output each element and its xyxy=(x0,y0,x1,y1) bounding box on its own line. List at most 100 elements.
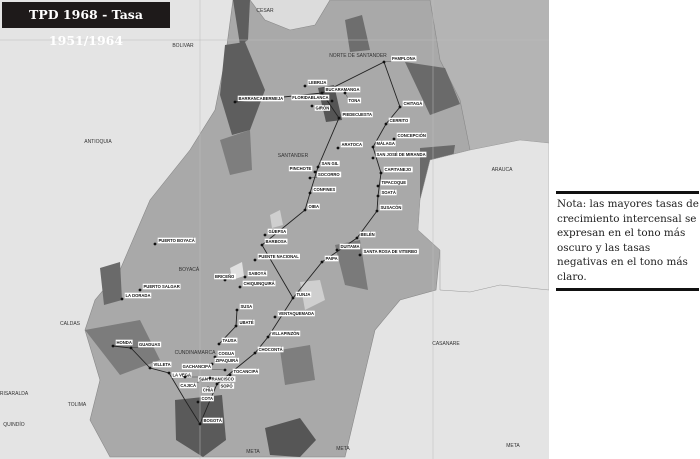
city-dot xyxy=(320,260,324,264)
city-marker[interactable]: CHIQUINQUIRÁ xyxy=(238,280,276,289)
city-marker[interactable]: CHÍA xyxy=(202,386,214,393)
city-dot xyxy=(243,275,247,279)
city-label-bg xyxy=(202,417,223,424)
city-dot xyxy=(253,258,257,262)
city-label-bg xyxy=(317,171,342,178)
city-dot xyxy=(273,315,277,319)
city-marker[interactable]: CHITAGÁ xyxy=(398,100,424,109)
city-marker[interactable]: SANTA ROSA DE VITERBO xyxy=(358,248,419,257)
city-marker[interactable]: SABOYÁ xyxy=(243,270,268,279)
city-dot xyxy=(337,116,341,120)
city-label-bg xyxy=(340,141,363,148)
city-label: ZIPAQUIRÁ xyxy=(216,358,239,363)
city-marker[interactable]: LA VEGA xyxy=(167,371,192,378)
city-marker[interactable]: SOPÓ xyxy=(215,382,235,389)
city-label: TONA xyxy=(349,98,361,103)
city-dot xyxy=(335,248,339,252)
department-label: ANTIOQUIA xyxy=(84,139,112,145)
city-marker[interactable]: SAN FRANCISCO xyxy=(183,375,236,382)
city-marker[interactable]: PUENTE NACIONAL xyxy=(253,253,300,262)
department-label: META xyxy=(506,443,520,449)
city-dot xyxy=(233,100,237,104)
city-marker[interactable]: PUERTO BOYACÁ xyxy=(153,237,196,246)
city-marker[interactable]: SAN GIL xyxy=(316,160,340,169)
city-marker[interactable]: VENTAQUEMADA xyxy=(273,310,315,319)
city-marker[interactable]: CAPITANEJO xyxy=(379,166,413,175)
department-label: SANTANDER xyxy=(278,153,309,159)
city-marker[interactable]: TONA xyxy=(343,91,362,104)
city-marker[interactable]: UBATÉ xyxy=(234,319,255,328)
city-marker[interactable]: CONFINES xyxy=(308,186,337,195)
city-label-bg xyxy=(277,310,315,317)
city-marker[interactable]: FLORIDABLANCA xyxy=(291,94,334,103)
city-label: COGUA xyxy=(219,351,235,356)
city-marker[interactable]: PUERTO SALGAR xyxy=(138,283,181,292)
city-label-bg xyxy=(232,368,260,375)
leader-line xyxy=(196,377,211,383)
city-marker[interactable]: PINCHOTE xyxy=(288,165,317,174)
city-dot xyxy=(234,324,238,328)
city-marker[interactable]: PAIPA xyxy=(320,255,339,264)
city-marker[interactable]: BARRANCABERMEJA xyxy=(233,95,284,104)
city-marker[interactable]: CHOCONTÁ xyxy=(253,346,284,355)
leader-line xyxy=(344,92,348,98)
city-label-bg xyxy=(388,117,410,124)
city-dot xyxy=(120,297,124,301)
city-marker[interactable]: MÁLAGA xyxy=(371,140,396,149)
map[interactable]: CESAR BOLIVAR ANTIOQUIA NORTE DE SANTANDER S… xyxy=(0,0,549,459)
city-marker[interactable]: PAMPLONA xyxy=(382,55,417,64)
city-label-bg xyxy=(267,228,287,235)
city-label-bg xyxy=(257,253,300,260)
city-marker[interactable]: TIPACOQUE xyxy=(376,179,408,188)
city-marker[interactable]: BUCARAMANGA xyxy=(320,86,361,95)
city-marker[interactable]: CAJICÁ xyxy=(179,376,212,389)
city-label-bg xyxy=(380,189,397,196)
city-label-bg xyxy=(198,376,236,382)
city-marker[interactable]: TAUSA xyxy=(217,337,238,346)
city-marker[interactable]: SAN JOSÉ DE MIRANDA xyxy=(371,151,427,160)
city-marker[interactable]: SUSACÓN xyxy=(375,204,403,213)
city-label-bg xyxy=(375,140,396,147)
city-label-bg xyxy=(270,330,301,337)
department-label: ARAUCA xyxy=(492,167,514,173)
city-marker[interactable]: CONCEPCIÓN xyxy=(392,132,427,141)
city-marker[interactable]: VILLETA xyxy=(148,361,172,370)
city-label-bg xyxy=(238,319,255,326)
city-label: VILLETA xyxy=(154,362,171,367)
city-marker[interactable]: CERRITO xyxy=(384,117,410,126)
city-label: HONDA xyxy=(117,340,132,345)
city-marker[interactable]: OIBA xyxy=(303,203,320,212)
city-marker[interactable]: TOCANCIPÁ xyxy=(228,368,260,377)
city-marker[interactable]: GIRÓN xyxy=(310,104,331,111)
city-marker[interactable]: GUADUAS xyxy=(129,341,162,350)
map-note: Nota: las mayores tasas de crecimiento i… xyxy=(556,191,699,291)
city-label-bg xyxy=(295,291,312,298)
city-marker[interactable]: BELÉN xyxy=(355,231,376,240)
city-marker[interactable]: SOATÁ xyxy=(376,189,397,198)
city-label-bg xyxy=(312,186,337,193)
city-marker[interactable]: LA DORADA xyxy=(120,292,152,301)
city-marker[interactable]: DUITAMA xyxy=(335,243,361,252)
city-label: UBATÉ xyxy=(240,320,254,325)
city-marker[interactable]: SUSA xyxy=(235,303,253,312)
city-marker[interactable]: BRICEÑO xyxy=(214,273,236,282)
city-marker[interactable]: TUNJA xyxy=(291,291,312,300)
city-dot xyxy=(217,342,221,346)
city-marker[interactable]: COTA xyxy=(196,395,214,404)
city-marker[interactable]: SOCORRO xyxy=(308,171,342,180)
city-marker[interactable]: BARBOSA xyxy=(260,238,288,247)
city-label: GIRÓN xyxy=(316,106,330,111)
city-label: BELÉN xyxy=(361,232,375,237)
city-marker[interactable]: VILLAPINZÓN xyxy=(266,330,301,339)
city-marker[interactable]: GACHANCIPÁ xyxy=(181,363,227,372)
city-dot xyxy=(235,308,239,312)
city-marker[interactable]: LEBRIJA xyxy=(303,79,328,88)
city-marker[interactable]: GÜEPSA xyxy=(263,228,287,237)
city-label: GÜEPSA xyxy=(269,229,287,234)
city-marker[interactable]: BOGOTÁ xyxy=(198,417,223,426)
city-label-bg xyxy=(221,337,238,344)
city-marker[interactable]: ARATOCA xyxy=(336,141,363,150)
city-marker[interactable]: HONDA xyxy=(111,339,133,348)
city-marker[interactable]: PIEDECUESTA xyxy=(337,111,373,120)
city-dot xyxy=(263,233,267,237)
